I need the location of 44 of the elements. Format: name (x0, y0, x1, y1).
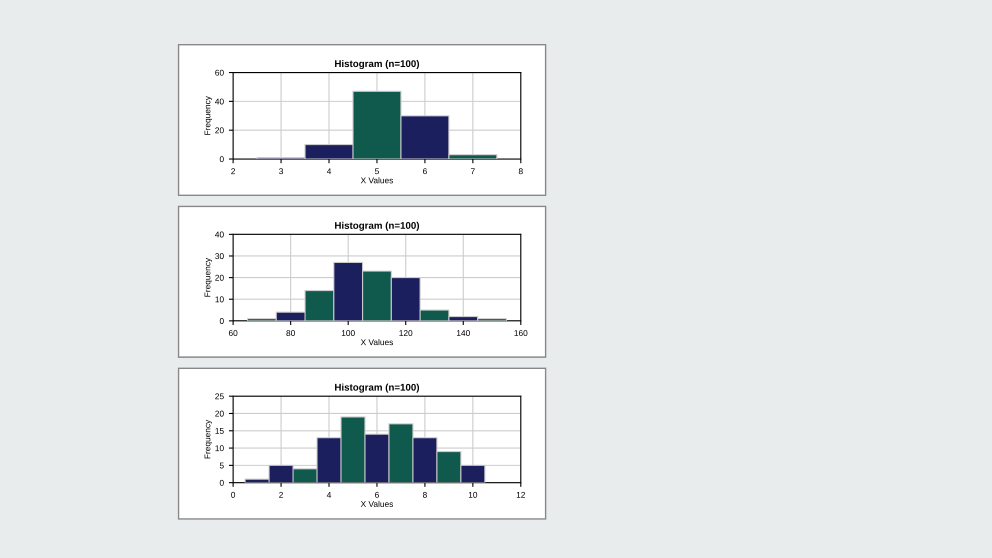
chart-title: Histogram (n=100) (335, 222, 420, 231)
x-tick-label: 2 (279, 492, 283, 498)
x-axis-title: X Values (360, 500, 394, 507)
y-axis-title: Frequency (204, 96, 212, 135)
x-tick-label: 4 (326, 168, 332, 174)
y-tick-label: 15 (215, 428, 224, 434)
y-tick-label: 20 (215, 127, 224, 134)
x-tick-label: 10 (468, 492, 478, 498)
x-tick-label: 2 (231, 168, 236, 174)
x-tick-label: 8 (422, 492, 427, 498)
y-tick-label: 0 (220, 318, 224, 324)
y-tick-label: 10 (215, 445, 224, 452)
chart-title: Histogram (n=100) (335, 60, 420, 70)
y-tick-label: 0 (220, 480, 224, 486)
x-tick-label: 100 (342, 330, 355, 336)
x-tick-label: 7 (470, 168, 475, 174)
x-tick-label: 6 (375, 492, 379, 498)
y-axis-title: Frequency (204, 420, 212, 458)
x-tick-label: 3 (279, 168, 284, 174)
y-tick-label: 60 (215, 70, 224, 76)
x-tick-label: 5 (374, 168, 379, 174)
x-tick-label: 6 (423, 168, 427, 174)
y-tick-label: 5 (220, 462, 224, 468)
x-tick-label: 140 (456, 330, 470, 336)
y-tick-label: 20 (215, 274, 224, 281)
chart-title: Histogram (n=100) (335, 384, 420, 393)
y-tick-label: 25 (215, 393, 224, 400)
x-tick-label: 0 (231, 492, 236, 498)
x-tick-label: 4 (326, 492, 332, 498)
y-tick-label: 40 (215, 232, 224, 238)
y-axis-title: Frequency (204, 258, 212, 297)
x-tick-label: 80 (286, 330, 295, 336)
x-axis-title: X Values (360, 339, 394, 346)
y-tick-label: 10 (215, 296, 224, 302)
x-axis-title: X Values (360, 177, 394, 184)
y-tick-label: 20 (215, 410, 224, 417)
x-tick-label: 60 (228, 330, 238, 336)
y-tick-label: 30 (215, 253, 224, 260)
y-tick-label: 0 (220, 156, 224, 162)
x-tick-label: 12 (516, 492, 526, 498)
x-tick-label: 160 (514, 330, 528, 336)
x-tick-label: 8 (518, 168, 523, 174)
y-tick-label: 40 (215, 98, 224, 104)
x-tick-label: 120 (399, 330, 412, 336)
